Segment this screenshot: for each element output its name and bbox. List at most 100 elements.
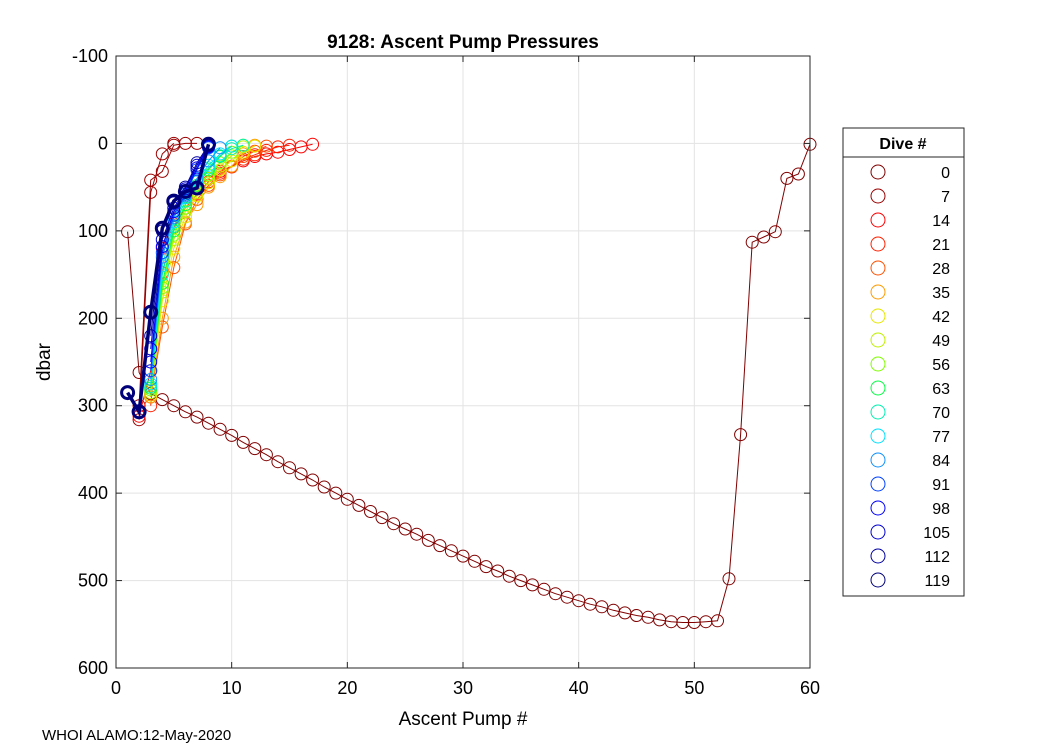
data-point xyxy=(757,230,771,244)
data-point xyxy=(225,428,239,442)
data-point xyxy=(791,167,805,181)
data-point xyxy=(387,517,401,531)
data-point xyxy=(283,138,296,152)
legend-label: 56 xyxy=(932,357,950,374)
data-point xyxy=(502,569,516,583)
x-tick-label: 50 xyxy=(684,678,704,698)
legend: Dive # 0 7 14 21 28 35 42 49 56 63 70 77 84 91 98 105 11… xyxy=(842,127,965,597)
series-line xyxy=(138,142,197,406)
legend-label: 14 xyxy=(932,213,950,230)
series-line xyxy=(126,143,211,418)
legend-marker xyxy=(870,548,886,564)
legend-label: 21 xyxy=(932,237,950,254)
y-tick-label: 500 xyxy=(78,571,108,591)
data-point xyxy=(525,578,539,592)
data-point xyxy=(306,137,320,151)
data-point xyxy=(154,220,170,236)
x-tick-label: 20 xyxy=(337,678,357,698)
data-point xyxy=(340,492,354,506)
legend-marker xyxy=(870,188,886,204)
data-point xyxy=(213,422,227,436)
data-point xyxy=(144,399,158,413)
data-point xyxy=(410,527,424,541)
x-tick-label: 10 xyxy=(222,678,242,698)
data-point xyxy=(120,385,136,401)
legend-marker xyxy=(870,500,886,516)
data-point xyxy=(572,594,586,608)
data-point xyxy=(780,171,794,185)
legend-label: 112 xyxy=(924,549,950,566)
data-point xyxy=(711,614,724,628)
legend-label: 77 xyxy=(932,429,950,446)
footer-text: WHOI ALAMO:12-May-2020 xyxy=(42,727,232,744)
legend-label: 35 xyxy=(932,285,950,302)
legend-marker xyxy=(870,260,886,276)
legend-marker xyxy=(870,524,886,540)
data-point xyxy=(155,164,169,178)
data-point xyxy=(121,225,135,239)
legend-marker xyxy=(870,236,886,252)
data-point xyxy=(201,136,216,152)
y-tick-label: 400 xyxy=(78,483,108,503)
data-point xyxy=(190,410,204,424)
data-point xyxy=(375,511,389,525)
data-point xyxy=(745,235,759,249)
data-point xyxy=(178,405,192,419)
data-point xyxy=(456,549,470,563)
y-tick-label: -100 xyxy=(72,46,108,66)
data-point xyxy=(259,448,273,462)
legend-title: Dive # xyxy=(879,136,926,153)
data-point xyxy=(167,399,181,413)
legend-marker xyxy=(870,332,886,348)
legend-marker xyxy=(870,404,886,420)
data-point xyxy=(317,480,331,494)
series-dive-119 xyxy=(120,136,216,420)
data-point xyxy=(444,544,458,558)
legend-marker xyxy=(870,380,886,396)
legend-label: 91 xyxy=(932,477,950,494)
y-tick-label: 100 xyxy=(78,221,108,241)
legend-label: 49 xyxy=(932,333,950,350)
data-point xyxy=(144,173,158,187)
legend-label: 0 xyxy=(941,165,950,182)
data-point xyxy=(166,193,182,209)
x-axis-label: Ascent Pump # xyxy=(399,709,528,730)
x-tick-label: 40 xyxy=(569,678,589,698)
data-point xyxy=(352,498,366,512)
data-point xyxy=(398,522,412,536)
legend-marker xyxy=(870,284,886,300)
data-point xyxy=(329,486,343,500)
x-tick-label: 60 xyxy=(800,678,820,698)
data-point xyxy=(734,428,748,442)
data-point xyxy=(155,147,169,161)
y-tick-label: 0 xyxy=(98,133,108,153)
legend-label: 63 xyxy=(932,381,950,398)
x-tick-label: 30 xyxy=(453,678,473,698)
data-point xyxy=(306,473,320,487)
legend-marker xyxy=(870,476,886,492)
legend-box xyxy=(842,127,965,597)
data-point xyxy=(248,442,262,456)
data-point xyxy=(144,329,158,343)
data-point xyxy=(283,461,296,475)
data-point xyxy=(768,225,782,239)
legend-marker xyxy=(870,452,886,468)
legend-marker xyxy=(870,164,886,180)
data-point xyxy=(131,404,147,420)
data-point xyxy=(479,560,493,574)
x-tick-label: 0 xyxy=(111,678,121,698)
data-point xyxy=(189,180,205,196)
data-point xyxy=(202,416,215,430)
legend-marker xyxy=(870,572,886,588)
data-point xyxy=(364,505,377,518)
data-point xyxy=(549,587,562,601)
legend-label: 28 xyxy=(932,261,950,278)
data-point xyxy=(433,539,447,553)
data-point xyxy=(468,554,482,568)
y-axis-label: dbar xyxy=(34,342,55,381)
data-point xyxy=(236,435,250,449)
data-point xyxy=(144,373,158,386)
data-point xyxy=(491,564,505,578)
axis-ticks: 0 10 20 30 40 50 60 -100 0 100 200 300 400 500 600 xyxy=(72,46,820,698)
